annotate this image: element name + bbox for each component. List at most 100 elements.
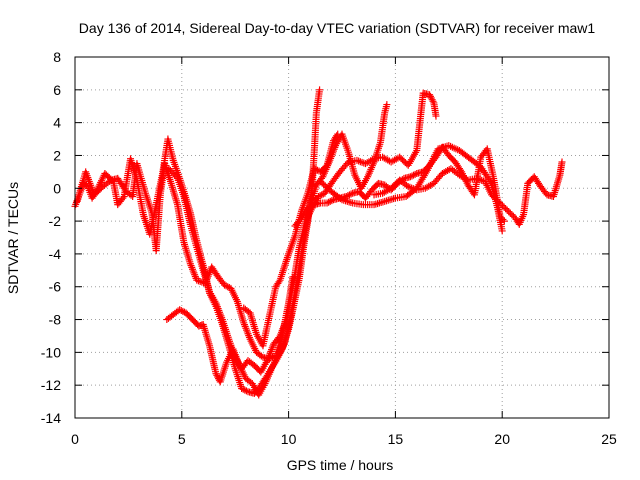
data-point xyxy=(214,373,222,381)
data-point xyxy=(119,194,127,202)
data-point xyxy=(222,282,230,290)
data-point xyxy=(269,353,277,361)
data-point xyxy=(193,276,201,284)
data-point xyxy=(406,173,414,181)
series-track-6 xyxy=(73,160,297,363)
data-point xyxy=(426,91,434,99)
data-point xyxy=(347,190,355,198)
data-point xyxy=(318,191,326,199)
y-tick-labels: -14 -12 -10 -8 -6 -4 -2 0 2 4 6 8 xyxy=(41,49,61,426)
data-point xyxy=(498,227,506,235)
x-axis-label: GPS time / hours xyxy=(287,457,394,473)
data-point xyxy=(304,204,312,212)
data-point xyxy=(334,130,342,138)
data-point xyxy=(212,370,220,378)
series-track-2 xyxy=(163,101,391,399)
data-point xyxy=(316,192,324,200)
data-point xyxy=(426,92,434,100)
data-point xyxy=(505,208,513,216)
data-point xyxy=(500,217,508,225)
data-point xyxy=(410,171,418,179)
data-point xyxy=(325,198,333,206)
data-point xyxy=(310,165,318,173)
data-point xyxy=(406,183,414,191)
y-tick-label: -14 xyxy=(41,410,61,426)
data-point xyxy=(428,96,436,104)
data-point xyxy=(323,199,331,207)
data-point xyxy=(476,176,484,184)
series-track-8 xyxy=(317,142,506,235)
data-point xyxy=(172,173,180,181)
data-point xyxy=(238,384,246,392)
data-point xyxy=(342,192,350,200)
data-point xyxy=(315,192,323,200)
y-tick-label: -6 xyxy=(49,279,62,295)
data-point xyxy=(474,175,482,183)
x-tick-label: 10 xyxy=(281,431,297,447)
axis-ticks xyxy=(74,56,610,419)
y-tick-label: -4 xyxy=(49,246,62,262)
data-point xyxy=(473,174,481,182)
x-tick-label: 5 xyxy=(178,431,186,447)
x-tick-label: 0 xyxy=(71,431,79,447)
data-point xyxy=(355,157,363,165)
y-tick-label: -12 xyxy=(41,377,61,393)
data-point xyxy=(432,112,440,120)
data-point xyxy=(316,86,324,94)
data-point xyxy=(558,158,566,166)
data-point xyxy=(213,371,221,379)
x-tick-labels: 0 5 10 15 20 25 xyxy=(71,431,617,447)
data-point xyxy=(194,277,202,285)
data-point xyxy=(478,176,486,184)
data-point xyxy=(267,354,275,362)
data-point xyxy=(312,165,320,173)
data-point xyxy=(427,94,435,102)
data-point xyxy=(196,277,204,285)
data-point xyxy=(508,211,516,219)
y-tick-label: 2 xyxy=(53,147,61,163)
data-point xyxy=(333,132,341,140)
data-point xyxy=(239,385,247,393)
data-point xyxy=(503,206,511,214)
data-point xyxy=(500,203,508,211)
plot-area-frame xyxy=(74,56,610,419)
x-tick-label: 20 xyxy=(494,431,510,447)
data-point xyxy=(265,355,273,363)
data-point xyxy=(241,386,249,394)
data-point xyxy=(305,203,313,211)
y-tick-label: -2 xyxy=(49,213,62,229)
data-point xyxy=(356,158,364,166)
y-tick-label: 0 xyxy=(53,180,61,196)
data-point xyxy=(176,306,184,314)
y-axis-label: SDTVAR / TECUs xyxy=(5,182,21,294)
data-point xyxy=(353,156,361,164)
data-point xyxy=(242,387,250,395)
data-point xyxy=(326,197,334,205)
data-point xyxy=(429,97,437,105)
data-point xyxy=(177,307,185,315)
data-point xyxy=(411,170,419,178)
y-tick-label: 8 xyxy=(53,49,61,65)
data-markers xyxy=(71,86,566,399)
x-tick-label: 25 xyxy=(601,431,617,447)
data-point xyxy=(383,101,391,109)
y-tick-label: -8 xyxy=(49,312,62,328)
data-point xyxy=(408,172,416,180)
data-point xyxy=(345,191,353,199)
data-point xyxy=(289,273,297,281)
data-point xyxy=(106,177,114,185)
data-point xyxy=(457,166,465,174)
data-point xyxy=(336,195,344,203)
data-point xyxy=(502,205,510,213)
data-point xyxy=(343,160,351,168)
data-point xyxy=(404,183,412,191)
data-point xyxy=(506,209,514,217)
y-tick-label: -10 xyxy=(41,344,61,360)
y-tick-label: 6 xyxy=(53,82,61,98)
data-point xyxy=(368,156,376,164)
data-point xyxy=(221,281,229,289)
data-point xyxy=(309,202,317,210)
data-point xyxy=(179,307,187,315)
